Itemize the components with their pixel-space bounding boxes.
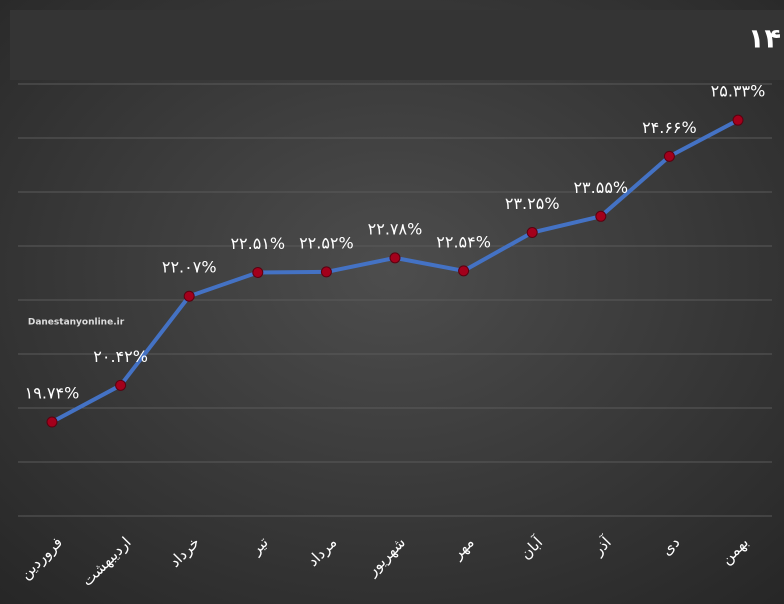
data-label: ۲۳.۵۵% (573, 178, 628, 197)
point (595, 210, 607, 222)
point (389, 252, 401, 264)
data-label: ۲۲.۰۷% (162, 258, 217, 277)
point (663, 150, 675, 162)
data-label: ۲۳.۲۵% (505, 194, 560, 213)
data-label: ۲۲.۵۱% (230, 234, 285, 253)
watermark: Danestanyonline.ir (28, 318, 125, 328)
point (458, 265, 470, 277)
data-label: ۲۲.۵۴% (436, 232, 491, 251)
title-box (10, 10, 784, 80)
data-label: ۲۴.۶۶% (642, 118, 697, 137)
chart-title: روند نسبت پول به نقدینگی در سال ۱۴۰۱ (748, 23, 784, 55)
point (46, 416, 58, 428)
data-label: ۲۵.۳۳% (711, 82, 766, 101)
point (732, 114, 744, 126)
data-label: ۲۲.۵۲% (299, 233, 354, 252)
point (252, 266, 264, 278)
point (183, 290, 195, 302)
data-label: ۲۲.۷۸% (368, 219, 423, 238)
point (115, 379, 127, 391)
point (526, 227, 538, 238)
point (320, 266, 332, 278)
data-label: ۲۰.۴۲% (93, 347, 148, 366)
data-label: ۱۹.۷۴% (25, 384, 80, 403)
